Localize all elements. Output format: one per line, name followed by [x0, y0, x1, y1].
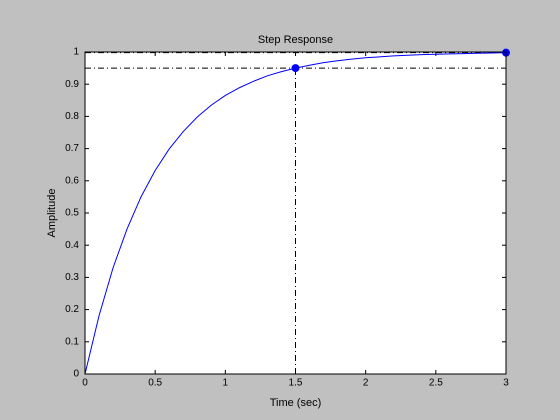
- chart-title: Step Response: [258, 34, 333, 46]
- x-tick-label: 1: [223, 378, 229, 389]
- x-tick-label: 0.5: [148, 378, 162, 389]
- y-tick-label: 0.9: [65, 79, 79, 90]
- x-tick-label: 3: [503, 378, 509, 389]
- marker: [291, 64, 300, 73]
- y-tick-label: 0.6: [65, 175, 79, 186]
- x-tick-label: 1.5: [289, 378, 303, 389]
- x-tick-label: 2.5: [429, 378, 443, 389]
- y-tick-label: 1: [73, 47, 79, 58]
- x-tick-label: 0: [82, 378, 88, 389]
- x-axis-label: Time (sec): [270, 397, 322, 409]
- axes-box: [84, 51, 507, 375]
- y-tick-label: 0.2: [65, 304, 79, 315]
- y-tick-label: 0.7: [65, 143, 79, 154]
- y-tick-label: 0.3: [65, 272, 79, 283]
- y-tick-label: 0.8: [65, 111, 79, 122]
- y-tick-label: 0.4: [65, 240, 79, 251]
- y-tick-label: 0.5: [65, 208, 79, 219]
- y-axis-label: Amplitude: [46, 189, 58, 238]
- y-tick-label: 0: [73, 369, 79, 380]
- y-tick-label: 0.1: [65, 336, 79, 347]
- x-tick-label: 2: [363, 378, 369, 389]
